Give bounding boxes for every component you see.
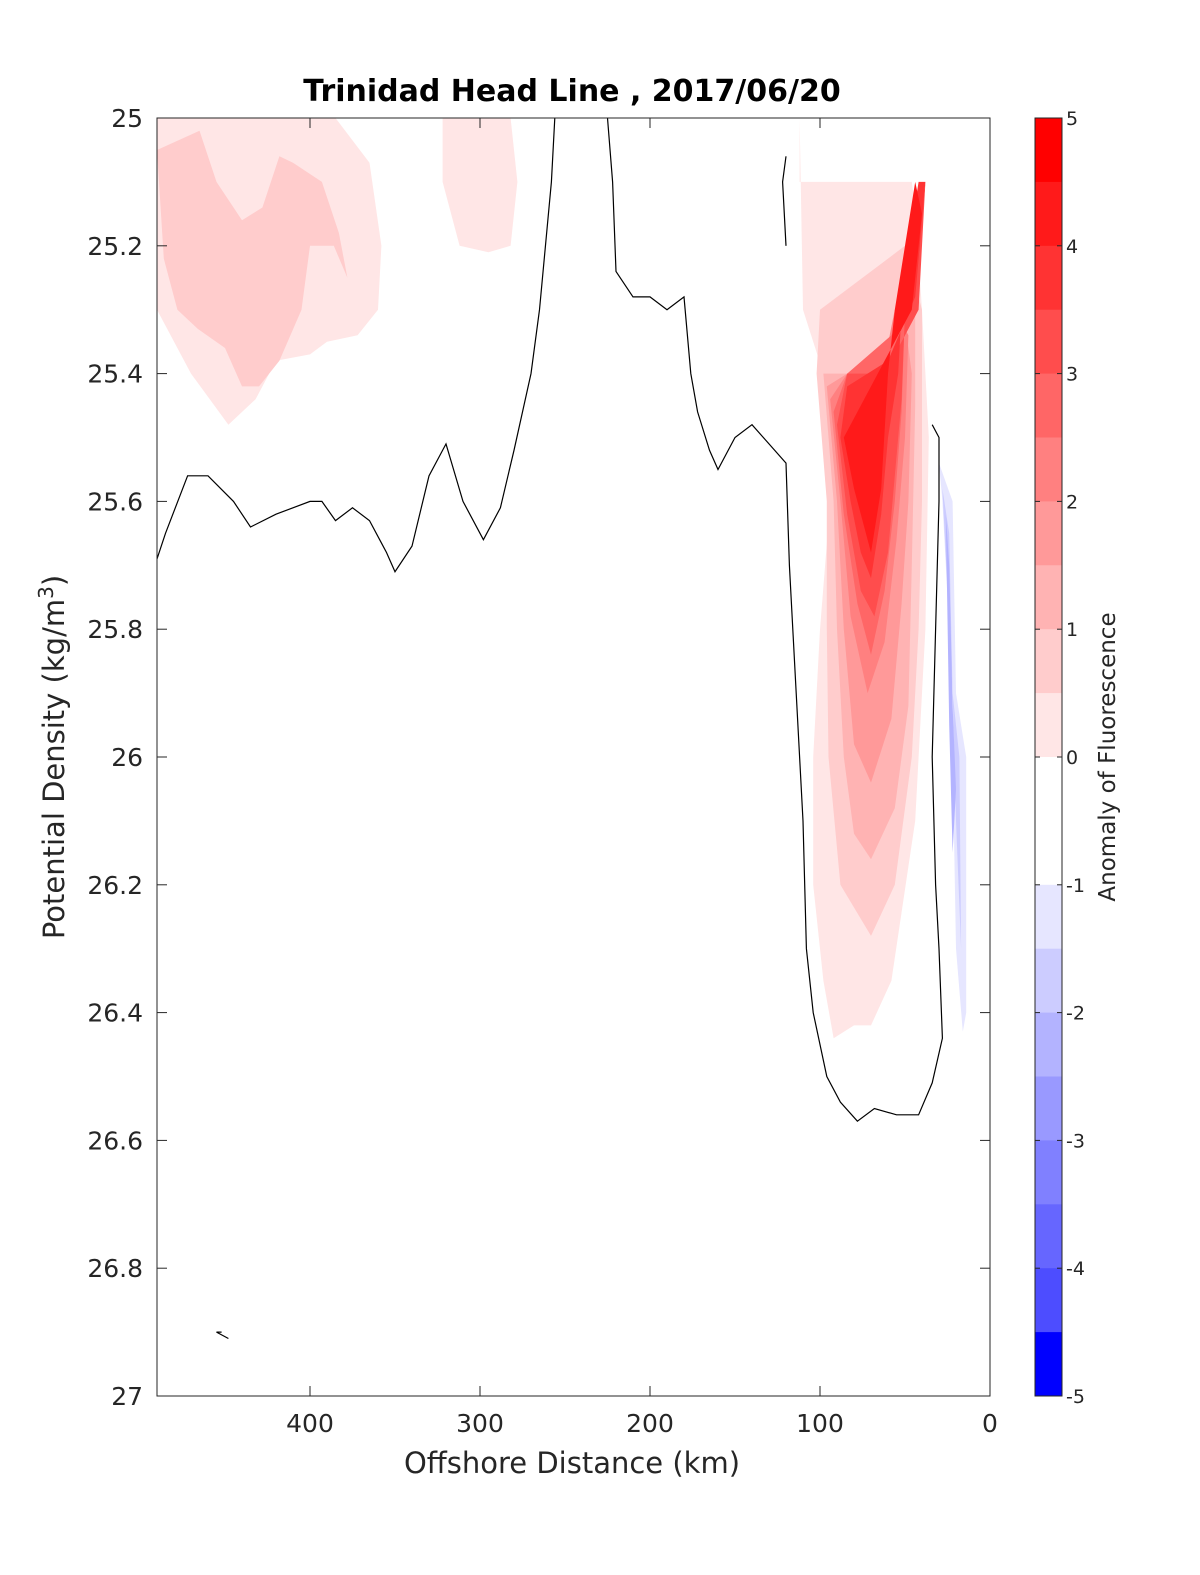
- colorbar-tick-label: 1: [1066, 619, 1078, 641]
- colorbar-level-7: [1035, 565, 1062, 630]
- x-axis-title: Offshore Distance (km): [404, 1446, 740, 1480]
- y-tick-label: 26.6: [87, 1126, 143, 1155]
- chart-title: Trinidad Head Line , 2017/06/20: [303, 74, 840, 109]
- y-tick-label: 26: [111, 743, 143, 772]
- y-tick-label: 25.2: [87, 232, 143, 261]
- filled-region-1: [157, 130, 348, 387]
- y-tick-label: 25.4: [87, 360, 143, 389]
- colorbar-tick-label: -2: [1066, 1003, 1085, 1025]
- x-axis-ticks: 400 300 200 100 0: [286, 118, 998, 1438]
- y-tick-label: 25.8: [87, 615, 143, 644]
- colorbar-level-4: [1035, 373, 1062, 438]
- contour-line-0: [156, 117, 556, 573]
- y-tick-label: 26.8: [87, 1254, 143, 1283]
- colorbar-tick-label: 5: [1066, 108, 1078, 130]
- x-tick-label: 0: [982, 1409, 998, 1438]
- colorbar-level-13: [1035, 948, 1062, 1014]
- y-tick-label: 25.6: [87, 487, 143, 516]
- y-axis-title-suffix: ): [37, 575, 71, 586]
- colorbar-level-10: [1035, 757, 1062, 822]
- colorbar-level-9: [1035, 693, 1062, 758]
- colorbar-level-0: [1035, 118, 1062, 183]
- colorbar-level-18: [1035, 1268, 1062, 1333]
- plot-area: 400 300 200 100 0 25 25.2 25.4 25.6 25.8 26 26.2 26…: [87, 104, 998, 1438]
- colorbar-tick-label: -1: [1066, 875, 1085, 897]
- colorbar-level-12: [1035, 884, 1062, 950]
- y-tick-label: 26.2: [87, 871, 143, 900]
- filled-contour-regions: [157, 118, 967, 1039]
- colorbar-tick-label: 0: [1066, 747, 1078, 769]
- filled-region-14: [945, 514, 956, 853]
- colorbar-level-5: [1035, 437, 1062, 502]
- colorbar-tick-label: -5: [1066, 1386, 1085, 1408]
- colorbar-tick-label: 4: [1066, 236, 1078, 258]
- colorbar-tick-label: 2: [1066, 491, 1078, 513]
- colorbar-tick-label: 3: [1066, 364, 1078, 386]
- x-tick-label: 100: [796, 1409, 844, 1438]
- zero-contour-lines: [156, 117, 944, 1340]
- y-tick-label: 25: [111, 104, 143, 133]
- colorbar-level-16: [1035, 1140, 1062, 1205]
- colorbar-level-14: [1035, 1012, 1062, 1077]
- contour-line-2: [781, 156, 787, 246]
- colorbar-level-15: [1035, 1076, 1062, 1141]
- y-axis-title: Potential Density (kg/m3): [34, 575, 71, 939]
- colorbar-level-11: [1035, 820, 1062, 886]
- contour-line-1: [606, 117, 944, 1123]
- filled-region-11: [843, 181, 922, 553]
- colorbar-level-17: [1035, 1204, 1062, 1269]
- colorbar: 5 4 3 2 1 0 -1 -2 -3 -4 -5: [1034, 108, 1085, 1408]
- colorbar-level-6: [1035, 501, 1062, 566]
- colorbar-color-blocks: [1035, 118, 1062, 1397]
- colorbar-level-2: [1035, 245, 1062, 311]
- contour-line-3: [216, 1331, 229, 1340]
- y-tick-label: 27: [111, 1382, 143, 1411]
- colorbar-tick-label: -4: [1066, 1258, 1085, 1280]
- y-axis-title-superscript: 3: [34, 586, 58, 599]
- x-tick-label: 200: [626, 1409, 674, 1438]
- colorbar-ticks: 5 4 3 2 1 0 -1 -2 -3 -4 -5: [1035, 108, 1085, 1408]
- colorbar-title: Anomaly of Fluorescence: [1095, 612, 1121, 901]
- x-tick-label: 300: [456, 1409, 504, 1438]
- y-axis-ticks: 25 25.2 25.4 25.6 25.8 26 26.2 26.4 26.6 26.8 27: [87, 104, 990, 1411]
- colorbar-level-1: [1035, 181, 1062, 247]
- colorbar-tick-label: -3: [1066, 1130, 1085, 1152]
- colorbar-level-8: [1035, 629, 1062, 694]
- y-axis-title-text: Potential Density (kg/m: [37, 599, 71, 939]
- y-tick-label: 26.4: [87, 999, 143, 1028]
- colorbar-level-3: [1035, 309, 1062, 375]
- colorbar-level-19: [1035, 1332, 1062, 1397]
- x-tick-label: 400: [286, 1409, 334, 1438]
- filled-region-2: [442, 118, 518, 253]
